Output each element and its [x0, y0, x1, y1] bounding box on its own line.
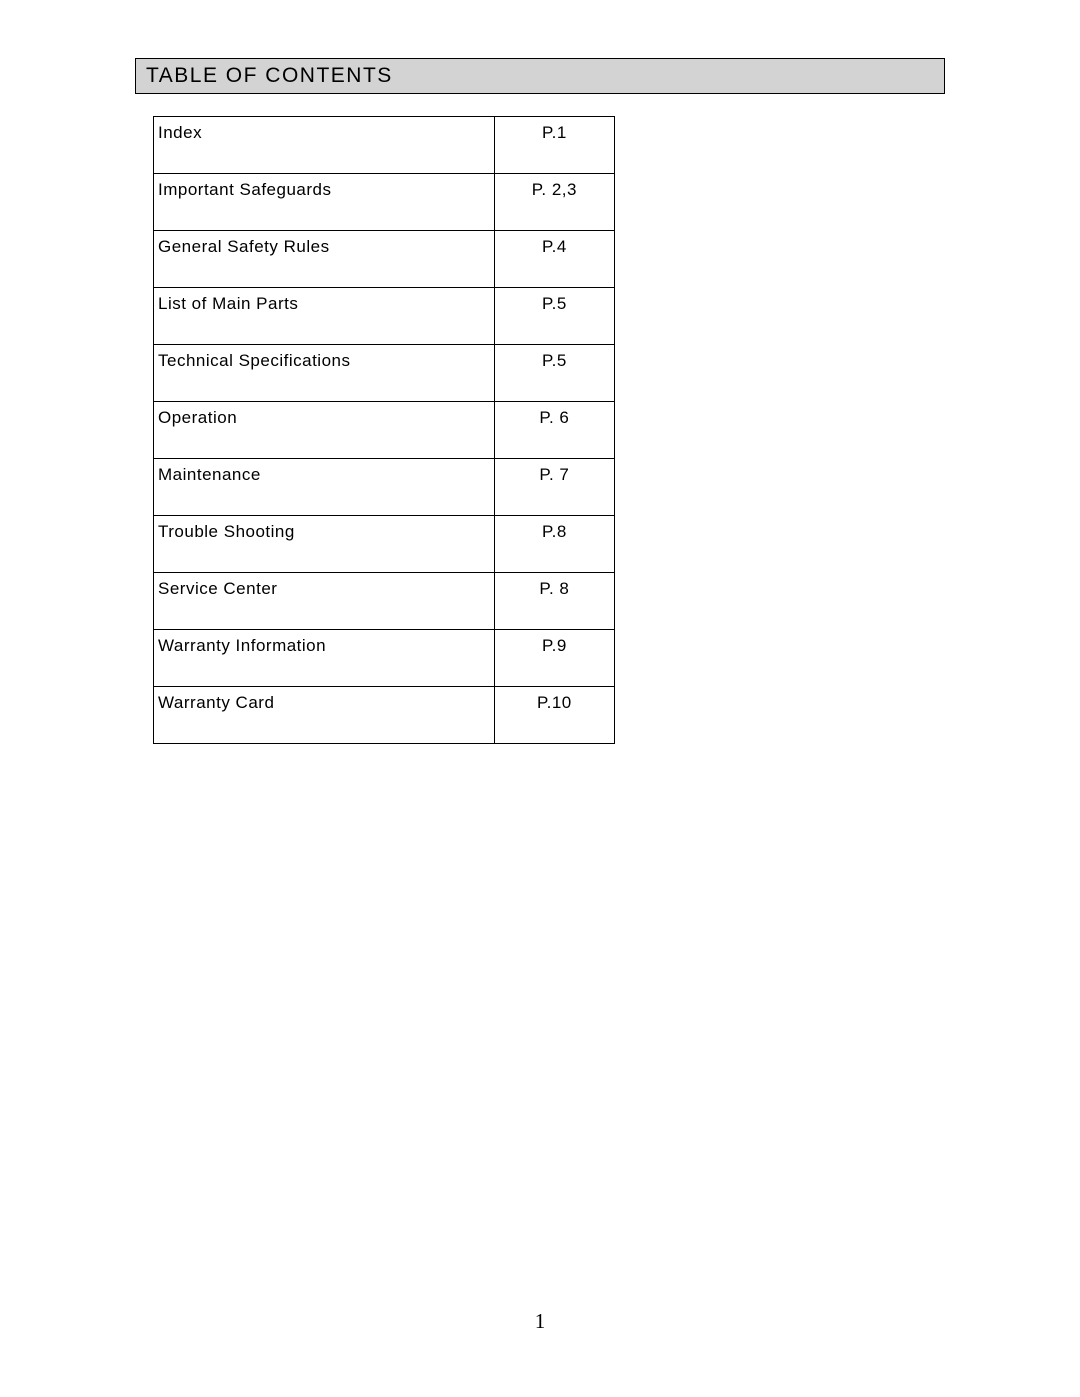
topic-cell: General Safety Rules [154, 231, 495, 288]
page-cell: P.4 [494, 231, 614, 288]
page-cell: P.9 [494, 630, 614, 687]
table-row: List of Main Parts P.5 [154, 288, 615, 345]
table-row: General Safety Rules P.4 [154, 231, 615, 288]
topic-cell: Service Center [154, 573, 495, 630]
topic-cell: Technical Specifications [154, 345, 495, 402]
topic-cell: Index [154, 117, 495, 174]
topic-cell: Warranty Card [154, 687, 495, 744]
table-row: Important Safeguards P. 2,3 [154, 174, 615, 231]
page-cell: P. 8 [494, 573, 614, 630]
topic-cell: List of Main Parts [154, 288, 495, 345]
page-cell: P.1 [494, 117, 614, 174]
page-number: 1 [535, 1309, 546, 1334]
page-cell: P. 7 [494, 459, 614, 516]
page-cell: P. 2,3 [494, 174, 614, 231]
table-row: Service Center P. 8 [154, 573, 615, 630]
toc-table: Index P.1 Important Safeguards P. 2,3 Ge… [153, 116, 615, 744]
topic-cell: Trouble Shooting [154, 516, 495, 573]
table-row: Index P.1 [154, 117, 615, 174]
topic-cell: Maintenance [154, 459, 495, 516]
table-row: Operation P. 6 [154, 402, 615, 459]
table-row: Maintenance P. 7 [154, 459, 615, 516]
topic-cell: Warranty Information [154, 630, 495, 687]
toc-title: TABLE OF CONTENTS [146, 64, 393, 87]
table-row: Technical Specifications P.5 [154, 345, 615, 402]
toc-tbody: Index P.1 Important Safeguards P. 2,3 Ge… [154, 117, 615, 744]
page-cell: P.10 [494, 687, 614, 744]
page-cell: P. 6 [494, 402, 614, 459]
table-row: Warranty Card P.10 [154, 687, 615, 744]
page-cell: P.5 [494, 345, 614, 402]
topic-cell: Operation [154, 402, 495, 459]
page-cell: P.5 [494, 288, 614, 345]
page-container: TABLE OF CONTENTS Index P.1 Important Sa… [0, 0, 1080, 744]
toc-header: TABLE OF CONTENTS [135, 58, 945, 94]
table-row: Trouble Shooting P.8 [154, 516, 615, 573]
topic-cell: Important Safeguards [154, 174, 495, 231]
table-row: Warranty Information P.9 [154, 630, 615, 687]
page-cell: P.8 [494, 516, 614, 573]
